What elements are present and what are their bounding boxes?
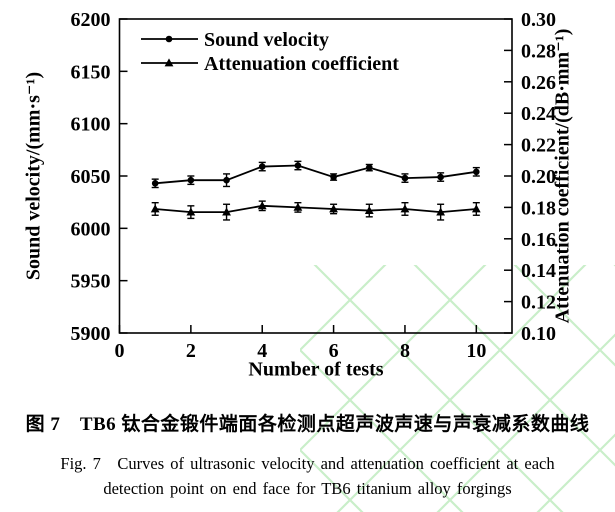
y-left-tick-label: 6050 — [71, 166, 111, 188]
legend-label: Sound velocity — [204, 29, 329, 51]
data-point-triangle — [186, 207, 196, 216]
x-tick-label: 10 — [466, 340, 486, 362]
legend-item: Attenuation coefficient — [141, 53, 399, 75]
caption-chinese: 图 7 TB6 钛合金锻件端面各检测点超声波声速与声衰减系数曲线 — [25, 414, 590, 435]
y-right-tick-label: 0.14 — [521, 260, 556, 282]
x-tick-label: 0 — [115, 340, 125, 362]
data-point-circle — [437, 173, 444, 181]
y-right-tick-label: 0.22 — [521, 135, 556, 157]
caption-english-line2: detection point on end face for TB6 tita… — [103, 479, 512, 498]
x-tick-label: 8 — [400, 340, 410, 362]
y-left-tick-label: 6100 — [71, 114, 111, 136]
x-tick-label: 2 — [186, 340, 196, 362]
y-left-tick-label: 6200 — [71, 9, 111, 31]
y-right-tick-label: 0.26 — [521, 72, 556, 94]
y-axis-title-right: Attenuation coefficient/(dB·mm⁻¹) — [551, 28, 574, 324]
x-tick-label: 6 — [329, 340, 339, 362]
chart: 59005950600060506100615062000.100.120.14… — [71, 9, 557, 362]
data-point-circle — [330, 173, 337, 181]
data-point-circle — [258, 163, 266, 170]
y-right-tick-label: 0.28 — [521, 40, 556, 62]
data-point-triangle — [293, 202, 303, 211]
x-axis-ticks: 0 2 4 6 8 10 — [115, 325, 486, 362]
y-right-tick-label: 0.16 — [521, 229, 556, 251]
y-right-tick-label: 0.18 — [521, 197, 556, 219]
y-right-tick-label: 0.30 — [521, 9, 556, 31]
data-point-circle — [151, 180, 159, 187]
legend-label: Attenuation coefficient — [204, 53, 399, 75]
data-point-circle — [187, 176, 195, 184]
y-left-tick-label: 5900 — [71, 323, 111, 345]
data-point-triangle — [164, 58, 174, 67]
series-sound-velocity — [151, 160, 480, 189]
data-point-triangle — [222, 207, 231, 216]
data-point-triangle — [436, 207, 446, 216]
y-right-tick-label: 0.12 — [521, 292, 556, 314]
data-point-triangle — [329, 204, 338, 213]
data-point-triangle — [471, 204, 481, 213]
x-tick-label: 4 — [257, 340, 267, 362]
data-point-circle — [401, 174, 409, 182]
x-axis-title: Number of tests — [248, 358, 384, 381]
y-axis-title-left: Sound velocity/(mm·s⁻¹) — [22, 71, 45, 281]
y-right-tick-label: 0.24 — [521, 103, 556, 125]
data-point-triangle — [364, 205, 374, 214]
series-attenuation-coefficient — [150, 200, 481, 221]
data-point-triangle — [400, 204, 410, 213]
data-point-circle — [294, 162, 302, 169]
data-point-circle — [223, 176, 230, 184]
data-point-triangle — [257, 201, 267, 210]
data-point-circle — [473, 168, 480, 176]
y-right-tick-label: 0.10 — [521, 323, 556, 345]
y-axis-right-ticks: 0.10 0.12 0.14 0.16 0.18 0.20 0.22 0.24 0.26 0.28… — [504, 9, 556, 345]
legend-item: Sound velocity — [141, 29, 329, 51]
caption-english-line1: Fig. 7 Curves of ultrasonic velocity and… — [60, 454, 555, 473]
y-left-tick-label: 5950 — [71, 271, 111, 293]
y-left-tick-label: 6150 — [71, 61, 111, 83]
data-point-triangle — [150, 204, 160, 213]
y-axis-left-ticks: 5900 5950 6000 6050 6100 6150 6200 — [71, 9, 128, 345]
data-point-circle — [165, 35, 173, 43]
y-left-tick-label: 6000 — [71, 218, 111, 240]
y-right-tick-label: 0.20 — [521, 166, 556, 188]
data-point-circle — [365, 164, 373, 171]
